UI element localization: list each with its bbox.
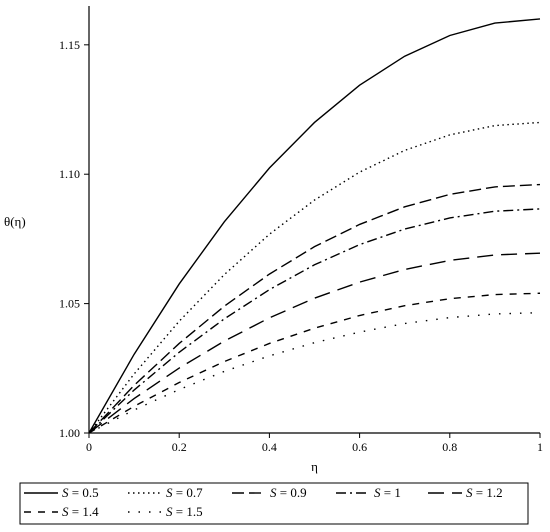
axes xyxy=(88,6,540,434)
legend-box xyxy=(19,482,529,525)
legend-label: S = 1 xyxy=(374,485,401,500)
x-tick-label: 0.8 xyxy=(442,440,457,454)
legend-label: S = 0.7 xyxy=(166,485,203,500)
series-line xyxy=(88,208,541,434)
legend-label: S = 1.5 xyxy=(166,504,203,519)
legend-label: S = 0.9 xyxy=(270,485,307,500)
y-tick-label: 1.05 xyxy=(59,297,80,311)
x-tick-label: 0 xyxy=(86,440,92,454)
y-axis-label: θ(η) xyxy=(4,214,26,229)
series-line xyxy=(88,292,541,434)
series-line xyxy=(88,311,541,434)
x-tick-label: 1 xyxy=(537,440,543,454)
legend-label: S = 1.4 xyxy=(62,504,99,519)
series-line xyxy=(88,183,541,434)
series-line xyxy=(88,18,541,434)
legend-label: S = 1.2 xyxy=(466,485,503,500)
x-tick-label: 0.2 xyxy=(172,440,187,454)
series-line xyxy=(88,252,541,434)
series-lines xyxy=(88,18,541,434)
y-ticks: 1.00 1.05 1.10 1.15 xyxy=(59,38,89,440)
x-ticks: 0 0.2 0.4 0.6 0.8 1 xyxy=(86,433,543,454)
y-tick-label: 1.00 xyxy=(59,426,80,440)
x-tick-label: 0.6 xyxy=(352,440,367,454)
y-tick-label: 1.15 xyxy=(59,38,80,52)
legend-label: S = 0.5 xyxy=(62,485,99,500)
legend: S = 0.5 S = 0.7 S = 0.9 S = 1 S = 1.2 S = 1.4… xyxy=(19,482,529,525)
x-axis-label: η xyxy=(311,459,318,474)
y-tick-label: 1.10 xyxy=(59,167,80,181)
series-line xyxy=(88,121,541,434)
x-tick-label: 0.4 xyxy=(262,440,277,454)
